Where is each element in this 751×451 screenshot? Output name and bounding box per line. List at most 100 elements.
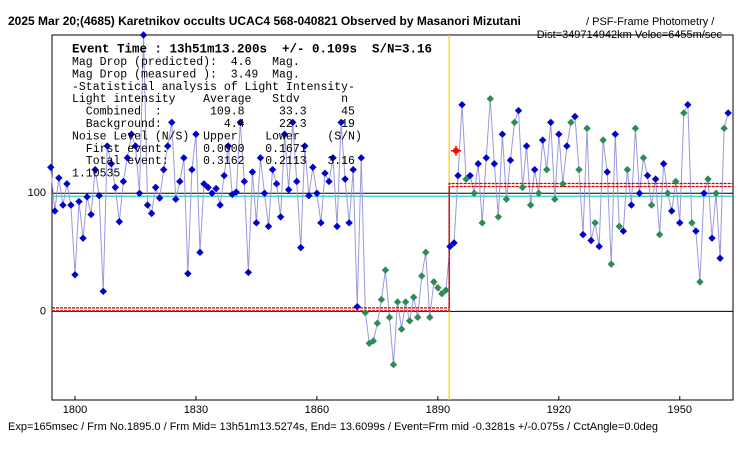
- data-point: [272, 180, 281, 188]
- data-point: [155, 194, 164, 202]
- data-point: [567, 118, 575, 127]
- data-point: [543, 165, 551, 174]
- annotation: Mag Drop (measured ): 3.49 Mag.: [72, 68, 300, 81]
- data-point: [482, 154, 490, 162]
- data-point: [409, 293, 418, 301]
- data-point: [224, 142, 232, 150]
- data-point: [450, 239, 458, 247]
- data-point: [599, 136, 607, 144]
- data-point: [232, 188, 240, 196]
- data-point: [192, 130, 200, 138]
- data-point: [623, 165, 632, 174]
- data-point: [357, 154, 365, 162]
- data-point: [526, 201, 535, 209]
- data-point: [143, 201, 152, 209]
- chart-title: 2025 Mar 20;(4685) Karetnikov occults UC…: [8, 14, 521, 28]
- data-point: [651, 175, 660, 183]
- fit-line: [52, 182, 733, 309]
- data-point: [672, 177, 680, 186]
- data-point: [260, 189, 269, 197]
- data-point: [361, 308, 369, 317]
- data-point: [103, 142, 111, 150]
- data-point: [284, 186, 293, 194]
- plot-frame: [51, 34, 734, 401]
- data-point: [71, 271, 79, 279]
- data-point: [107, 160, 115, 168]
- data-point: [87, 210, 95, 219]
- data-point: [438, 289, 446, 298]
- data-point: [611, 130, 619, 138]
- data-point: [159, 165, 168, 174]
- data-point: [518, 183, 527, 192]
- data-point: [317, 219, 325, 227]
- data-point: [309, 163, 317, 172]
- data-point: [434, 284, 442, 292]
- data-point: [289, 118, 297, 127]
- data-point: [575, 165, 583, 174]
- data-point: [95, 191, 103, 200]
- data-point: [655, 230, 664, 239]
- data-point: [252, 219, 261, 227]
- data-point: [385, 313, 394, 322]
- annotation: Mag Drop (predicted): 4.6 Mag.: [72, 56, 300, 69]
- data-point: [333, 222, 341, 231]
- data-point: [51, 207, 59, 215]
- data-point: [373, 319, 382, 327]
- data-point: [627, 201, 636, 209]
- data-point: [446, 242, 454, 251]
- data-point: [470, 189, 478, 197]
- data-point: [393, 298, 402, 306]
- data-point: [506, 156, 515, 164]
- data-point: [676, 219, 684, 227]
- data-point: [99, 287, 107, 296]
- data-point: [579, 230, 587, 239]
- data-point: [337, 118, 345, 127]
- data-point: [276, 213, 285, 221]
- data-point: [442, 286, 450, 294]
- data-point: [692, 227, 700, 235]
- data-point: [264, 222, 273, 231]
- data-point: [176, 177, 184, 186]
- data-point: [172, 195, 180, 203]
- data-point: [413, 313, 422, 322]
- data-point: [67, 201, 75, 209]
- annotations: Mag Drop (predicted): 4.6 Mag.Mag Drop (…: [72, 56, 362, 181]
- data-point: [639, 154, 648, 162]
- x-tick-label: 1920: [547, 404, 571, 416]
- data-point: [180, 154, 188, 162]
- data-point: [353, 302, 361, 311]
- data-point: [684, 100, 692, 109]
- data-point: [607, 260, 615, 268]
- data-point: [559, 180, 567, 188]
- data-point: [571, 112, 579, 121]
- data-point: [91, 165, 99, 174]
- data-point: [204, 183, 212, 192]
- data-point: [151, 183, 160, 192]
- data-point: [486, 95, 494, 103]
- data-point: [647, 201, 656, 209]
- data-point: [147, 209, 156, 218]
- data-point: [688, 219, 696, 227]
- data-point: [75, 197, 83, 206]
- data-point: [131, 142, 140, 150]
- data-point: [615, 222, 624, 231]
- data-point: [313, 189, 321, 197]
- data-point: [595, 242, 603, 251]
- data-point: [490, 160, 499, 168]
- y-tick-label: 0: [40, 305, 46, 317]
- data-point: [583, 124, 591, 133]
- data-point: [720, 124, 728, 133]
- data-point: [668, 207, 676, 215]
- data-point: [349, 165, 357, 174]
- data-point: [236, 118, 245, 127]
- data-point: [619, 227, 628, 235]
- footer: Exp=165msec / Frm No.1895.0 / Frm Mid= 1…: [8, 421, 658, 433]
- x-tick-label: 1950: [668, 404, 692, 416]
- data-point: [663, 189, 672, 197]
- annotation: Noise Level (N/S) Upper Lower (S/N): [72, 130, 362, 143]
- data-point: [422, 248, 430, 257]
- data-point: [418, 272, 426, 280]
- data-point: [55, 174, 63, 182]
- data-point: [135, 189, 144, 197]
- data-point: [184, 269, 192, 278]
